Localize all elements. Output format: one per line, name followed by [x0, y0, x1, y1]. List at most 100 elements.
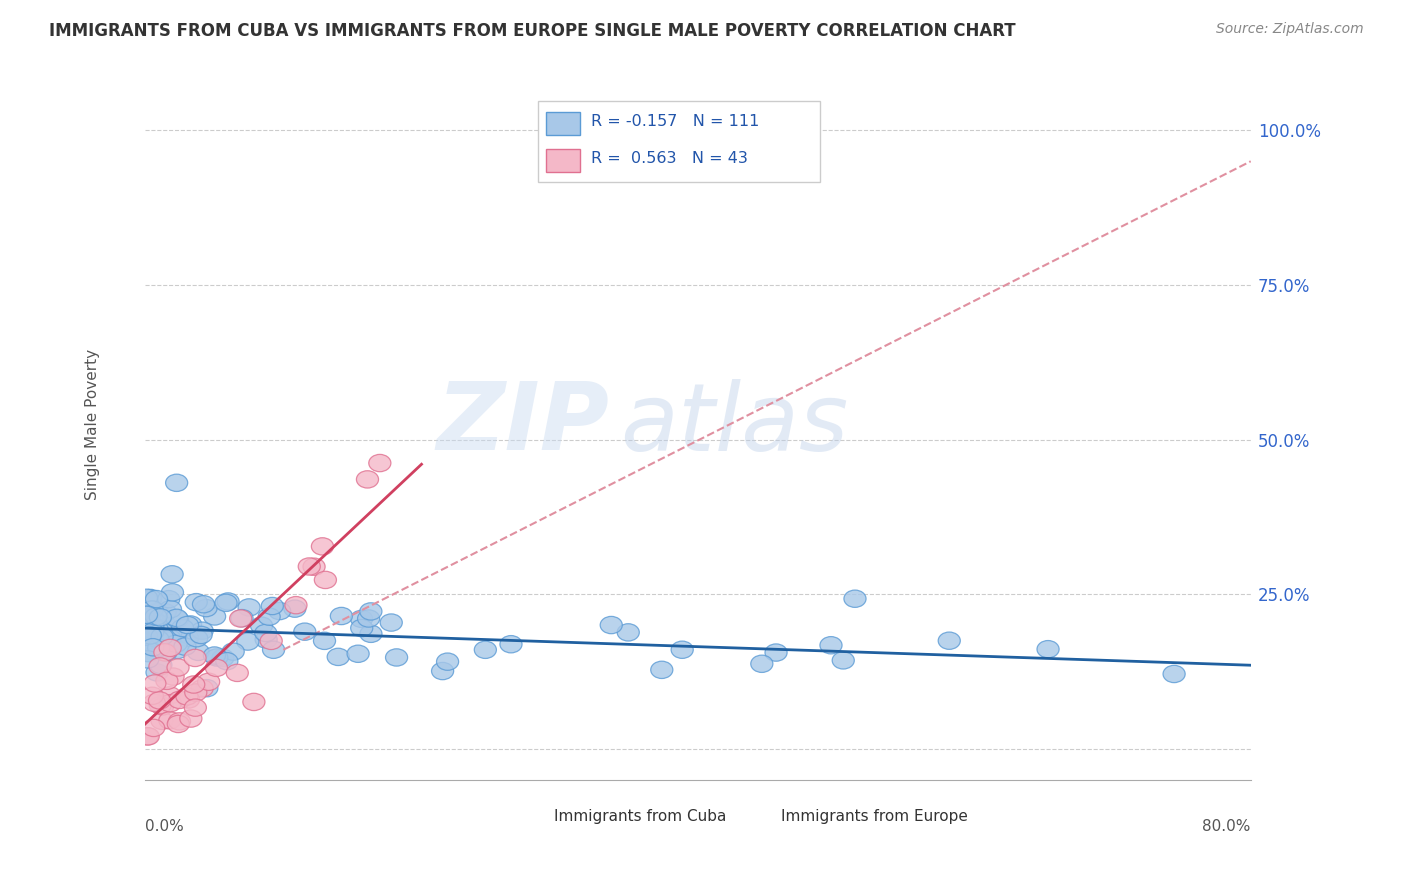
Ellipse shape [159, 640, 181, 657]
Ellipse shape [162, 668, 184, 685]
Ellipse shape [186, 593, 207, 611]
Ellipse shape [284, 600, 307, 617]
Ellipse shape [167, 659, 188, 676]
FancyBboxPatch shape [522, 814, 546, 830]
Ellipse shape [142, 617, 165, 635]
Ellipse shape [162, 566, 183, 583]
Ellipse shape [155, 604, 176, 621]
Ellipse shape [204, 607, 225, 625]
Ellipse shape [217, 593, 239, 610]
Ellipse shape [176, 688, 198, 705]
Ellipse shape [139, 637, 160, 655]
Ellipse shape [141, 626, 163, 643]
Ellipse shape [135, 628, 157, 645]
Ellipse shape [150, 609, 173, 626]
Ellipse shape [236, 633, 259, 650]
Ellipse shape [186, 630, 208, 647]
Ellipse shape [938, 632, 960, 649]
Ellipse shape [142, 624, 163, 640]
Ellipse shape [254, 631, 277, 648]
Ellipse shape [146, 664, 169, 681]
Ellipse shape [304, 558, 325, 575]
Ellipse shape [148, 640, 170, 657]
Ellipse shape [159, 600, 181, 618]
Ellipse shape [222, 643, 245, 660]
Ellipse shape [360, 625, 382, 642]
Ellipse shape [474, 641, 496, 658]
Ellipse shape [1038, 640, 1059, 657]
Text: Single Male Poverty: Single Male Poverty [84, 349, 100, 500]
FancyBboxPatch shape [547, 149, 579, 171]
Ellipse shape [765, 644, 787, 661]
Text: R =  0.563   N = 43: R = 0.563 N = 43 [591, 152, 748, 166]
Ellipse shape [156, 673, 179, 690]
Ellipse shape [145, 591, 167, 607]
Ellipse shape [135, 589, 157, 607]
Ellipse shape [285, 597, 307, 614]
Ellipse shape [600, 616, 623, 633]
Ellipse shape [139, 627, 162, 644]
Text: Immigrants from Cuba: Immigrants from Cuba [554, 809, 727, 824]
Ellipse shape [263, 641, 284, 658]
Ellipse shape [832, 652, 855, 669]
Ellipse shape [166, 610, 188, 628]
Ellipse shape [176, 616, 198, 633]
Ellipse shape [139, 590, 162, 607]
Ellipse shape [617, 624, 640, 641]
Ellipse shape [136, 651, 159, 668]
Ellipse shape [844, 591, 866, 607]
Ellipse shape [135, 607, 157, 624]
Ellipse shape [180, 710, 202, 727]
Ellipse shape [315, 571, 336, 589]
Ellipse shape [187, 643, 209, 660]
Ellipse shape [328, 648, 349, 665]
Ellipse shape [148, 631, 169, 648]
Ellipse shape [671, 641, 693, 658]
Ellipse shape [159, 695, 181, 712]
Ellipse shape [350, 610, 373, 628]
Ellipse shape [145, 639, 166, 657]
FancyBboxPatch shape [537, 101, 820, 182]
Ellipse shape [146, 603, 169, 621]
Ellipse shape [142, 612, 165, 630]
Ellipse shape [269, 602, 291, 620]
Ellipse shape [162, 583, 184, 601]
Ellipse shape [169, 691, 191, 708]
Ellipse shape [141, 601, 163, 618]
Ellipse shape [159, 687, 181, 704]
Ellipse shape [159, 630, 181, 648]
Ellipse shape [820, 637, 842, 654]
Ellipse shape [149, 657, 172, 675]
Ellipse shape [357, 610, 380, 627]
Ellipse shape [169, 713, 191, 730]
Ellipse shape [172, 619, 194, 637]
Ellipse shape [259, 608, 280, 625]
Ellipse shape [191, 622, 214, 640]
Ellipse shape [238, 599, 260, 616]
Text: atlas: atlas [620, 378, 849, 469]
Ellipse shape [160, 624, 181, 641]
Ellipse shape [250, 617, 273, 634]
Ellipse shape [145, 607, 167, 625]
Ellipse shape [141, 625, 163, 642]
Ellipse shape [330, 607, 353, 624]
Ellipse shape [1163, 665, 1185, 682]
Ellipse shape [195, 599, 217, 616]
Ellipse shape [436, 653, 458, 670]
Ellipse shape [231, 609, 253, 627]
Ellipse shape [136, 619, 157, 637]
Ellipse shape [159, 712, 181, 729]
Ellipse shape [174, 638, 195, 656]
Ellipse shape [368, 454, 391, 472]
Ellipse shape [166, 626, 188, 644]
Ellipse shape [153, 615, 176, 633]
Ellipse shape [143, 694, 166, 712]
Ellipse shape [180, 615, 201, 633]
Ellipse shape [195, 680, 218, 697]
Ellipse shape [136, 632, 159, 649]
Ellipse shape [157, 591, 180, 607]
Ellipse shape [183, 676, 205, 693]
Ellipse shape [226, 665, 249, 681]
Ellipse shape [184, 684, 207, 701]
Ellipse shape [184, 699, 207, 716]
